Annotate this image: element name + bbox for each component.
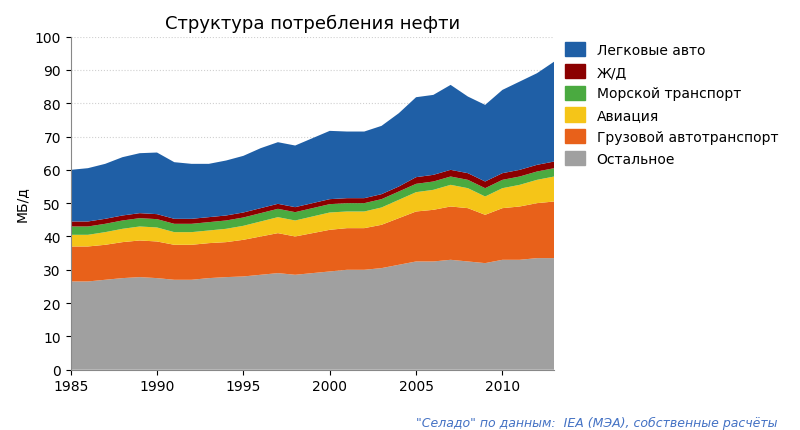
- Y-axis label: МБ/д: МБ/д: [15, 186, 29, 221]
- Title: Структура потребления нефти: Структура потребления нефти: [165, 15, 460, 33]
- Legend: Легковые авто, Ж/Д, Морской транспорт, Авиация, Грузовой автотранспорт, Остально: Легковые авто, Ж/Д, Морской транспорт, А…: [559, 37, 784, 172]
- Text: "Ceладо" по данным:  IEA (МЭА), собственные расчёты: "Ceладо" по данным: IEA (МЭА), собственн…: [416, 416, 778, 429]
